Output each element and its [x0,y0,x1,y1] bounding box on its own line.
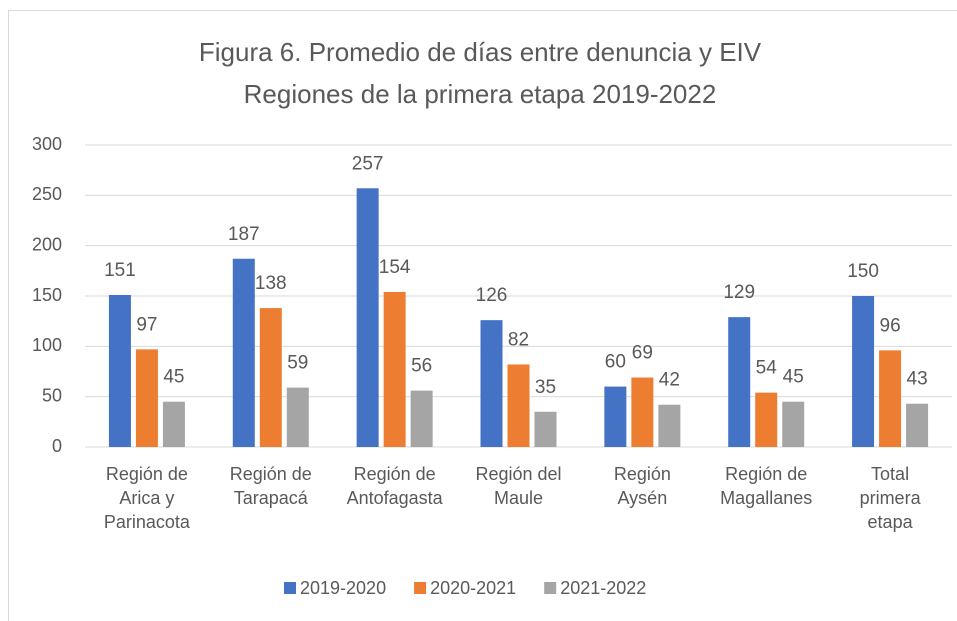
legend-swatch [284,582,296,594]
bar [135,349,158,447]
legend-swatch [414,582,427,594]
x-tick-label: Región de Arica y Parinacota [104,464,191,532]
legend-swatch [544,582,557,594]
chart-title: Figura 6. Promedio de días entre denunci… [199,37,762,67]
y-tick-label: 250 [32,184,62,204]
data-label: 187 [228,224,260,245]
data-label: 138 [255,273,287,294]
data-label: 151 [104,260,136,281]
data-label: 35 [535,377,556,398]
bar [383,291,406,447]
chart-subtitle: Regiones de la primera etapa 2019-2022 [244,79,717,109]
data-label: 257 [352,153,384,174]
bar [852,296,875,447]
legend-label: 2020-2021 [430,578,516,598]
y-tick-label: 200 [32,234,62,254]
bar [906,403,929,447]
bar [162,401,185,447]
bar [534,411,557,447]
data-label: 45 [783,367,804,388]
bar [879,350,902,447]
data-label: 43 [907,369,928,390]
data-label: 154 [379,257,411,278]
data-label: 45 [163,367,184,388]
bar [755,392,778,447]
x-tick-label: Región de Magallanes [720,464,812,508]
bar [604,386,627,447]
x-tick-label: Región Aysén [614,464,671,508]
bar [108,294,131,447]
bar [356,188,379,447]
data-label: 97 [136,314,157,335]
bar [286,387,309,447]
data-label: 150 [847,261,879,282]
data-label: 59 [287,353,308,374]
x-tick-label: Región de Antofagasta [347,464,444,508]
bar [507,364,530,447]
data-label: 54 [756,358,778,379]
data-label: 82 [508,329,529,350]
bar [631,377,654,447]
data-label: 126 [476,285,508,306]
data-label: 96 [880,315,901,336]
x-tick-label: Región del Maule [475,464,561,508]
chart-frame [8,10,957,621]
bar [410,390,433,447]
bar [259,308,282,447]
data-label: 42 [659,370,680,391]
x-tick-label: Región de Tarapacá [230,464,312,508]
y-tick-label: 100 [32,335,62,355]
data-label: 60 [605,352,626,373]
bar [658,404,681,447]
bar [728,317,751,447]
y-tick-label: 0 [52,436,62,456]
data-label: 56 [411,356,432,377]
bar [232,258,255,447]
bar [480,320,503,447]
bar [782,401,805,447]
y-tick-label: 150 [32,285,62,305]
x-tick-label: Total primera etapa [860,464,922,532]
legend-label: 2021-2022 [560,578,646,598]
y-tick-label: 50 [42,385,62,405]
legend-label: 2019-2020 [300,578,386,598]
data-label: 129 [723,282,755,303]
y-tick-label: 300 [32,134,62,154]
data-label: 69 [632,343,653,364]
